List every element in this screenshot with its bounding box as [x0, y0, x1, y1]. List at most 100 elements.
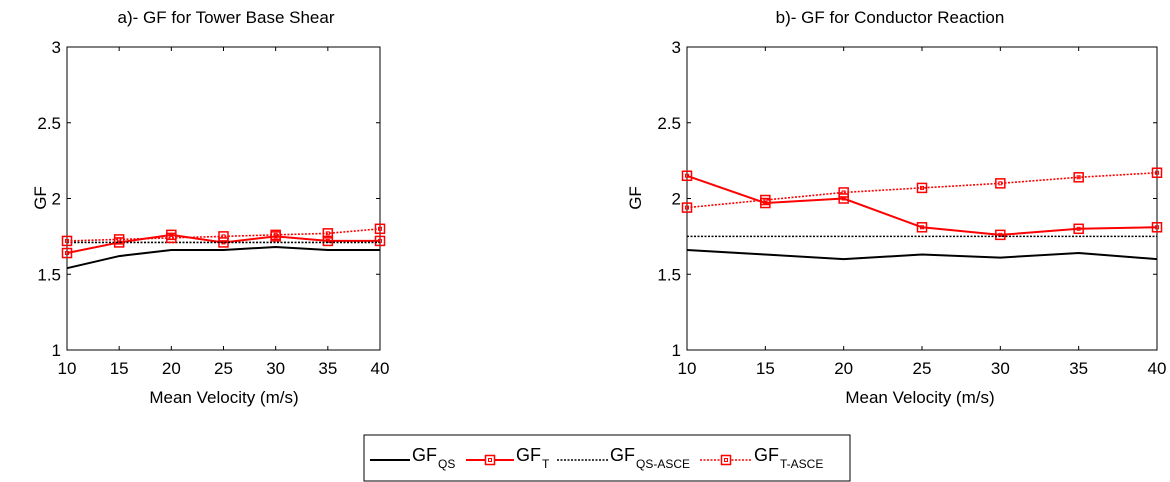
data-point-inner: [378, 226, 382, 231]
data-point: [270, 229, 281, 241]
x-axis-label: Mean Velocity (m/s): [845, 388, 994, 407]
legend-label: GFQS-ASCE: [610, 445, 690, 471]
x-tick-label: 25: [913, 359, 932, 378]
data-point: [995, 229, 1006, 241]
data-point: [838, 187, 849, 198]
y-tick-label: 2: [672, 190, 681, 209]
data-point-inner: [169, 235, 174, 240]
x-tick-label: 35: [318, 359, 337, 378]
data-point: [374, 235, 386, 247]
data-point: [1073, 172, 1084, 183]
y-axis-label: GF: [626, 186, 645, 210]
data-point-inner: [65, 238, 69, 243]
data-point: [1073, 223, 1084, 235]
x-tick-label: 20: [162, 359, 181, 378]
data-point: [1151, 222, 1163, 233]
data-point-inner: [1076, 226, 1081, 231]
plot-frame: [66, 46, 381, 351]
data-point-inner: [685, 173, 689, 178]
x-tick-label: 35: [1069, 359, 1088, 378]
legend-label-base: GF: [412, 445, 437, 465]
legend-label-sub: T: [542, 457, 550, 471]
data-point: [1151, 167, 1163, 178]
data-point-inner: [920, 225, 924, 230]
data-point: [322, 228, 334, 239]
data-point-inner: [325, 231, 330, 236]
series-line-gf-qs: [686, 249, 1158, 261]
data-point: [322, 235, 334, 247]
x-tick-label: 15: [756, 359, 775, 378]
data-point: [61, 235, 73, 247]
chart-title: b)- GF for Conductor Reaction: [776, 8, 1005, 27]
data-point-inner: [920, 185, 924, 190]
data-point-inner: [685, 205, 689, 210]
data-point-inner: [841, 190, 846, 195]
data-point: [681, 202, 693, 213]
legend-label-base: GF: [516, 445, 541, 465]
x-tick-label: 25: [214, 359, 233, 378]
series-line-gf-qs: [66, 245, 380, 270]
x-tick-label: 40: [371, 359, 390, 378]
y-tick-label: 2: [52, 190, 61, 209]
data-point: [218, 231, 229, 242]
legend: GFQS GFT GFQS-ASCE GFT-ASCE: [363, 434, 851, 482]
x-tick-label: 40: [1148, 359, 1167, 378]
y-tick-label: 2.5: [657, 114, 681, 133]
y-tick-label: 3: [672, 38, 681, 57]
x-tick-label: 15: [110, 359, 129, 378]
data-point: [995, 178, 1006, 189]
legend-marker-inner: [488, 458, 492, 462]
legend-label-sub: T-ASCE: [780, 457, 823, 471]
x-axis-label: Mean Velocity (m/s): [149, 388, 298, 407]
data-point: [166, 232, 177, 244]
legend-label: GFQS: [412, 445, 455, 471]
legend-marker: [484, 454, 496, 466]
legend-box: [363, 434, 851, 482]
data-point-inner: [1155, 170, 1159, 175]
y-tick-label: 1: [672, 341, 681, 360]
x-tick-label: 10: [678, 359, 697, 378]
legend-label-sub: QS: [438, 457, 455, 471]
legend-label-base: GF: [754, 445, 779, 465]
legend-label-sub: QS-ASCE: [636, 457, 690, 471]
data-point: [681, 170, 693, 182]
legend-marker-inner: [724, 458, 728, 462]
legend-label: GFT-ASCE: [754, 445, 823, 471]
x-tick-label: 30: [991, 359, 1010, 378]
data-point-inner: [65, 251, 69, 256]
data-point-inner: [763, 198, 768, 203]
data-point-inner: [1076, 175, 1081, 180]
data-point-inner: [221, 234, 226, 239]
legend-label-base: GF: [610, 445, 635, 465]
x-tick-label: 30: [266, 359, 285, 378]
y-tick-label: 3: [52, 38, 61, 57]
data-point-inner: [273, 232, 278, 237]
y-tick-label: 2.5: [37, 114, 61, 133]
data-point: [760, 194, 771, 206]
series-line-gf-t-asce: [686, 171, 1158, 209]
data-point: [916, 182, 928, 194]
chart-panel-b: b)- GF for Conductor Reaction Mean Veloc…: [626, 8, 1166, 407]
plot-frame: [686, 46, 1158, 351]
y-tick-label: 1.5: [657, 265, 681, 284]
y-tick-label: 1: [52, 341, 61, 360]
data-point-inner: [998, 181, 1003, 186]
data-point: [61, 247, 73, 259]
x-tick-label: 10: [58, 359, 77, 378]
y-tick-label: 1.5: [37, 265, 61, 284]
legend-label: GFT: [516, 445, 550, 471]
chart-title: a)- GF for Tower Base Shear: [118, 8, 335, 27]
x-tick-label: 20: [834, 359, 853, 378]
data-point-inner: [117, 237, 122, 242]
y-axis-label: GF: [31, 186, 50, 210]
series-line-gf-t: [66, 233, 380, 255]
data-point-inner: [1155, 225, 1159, 230]
data-point: [374, 223, 386, 235]
series-line-gf-t-asce: [66, 228, 381, 242]
legend-marker: [720, 454, 732, 466]
chart-panel-a: a)- GF for Tower Base Shear Mean Velocit…: [31, 8, 389, 407]
data-point: [113, 234, 125, 245]
data-point: [916, 222, 928, 233]
series-line-gf-t: [686, 174, 1158, 236]
